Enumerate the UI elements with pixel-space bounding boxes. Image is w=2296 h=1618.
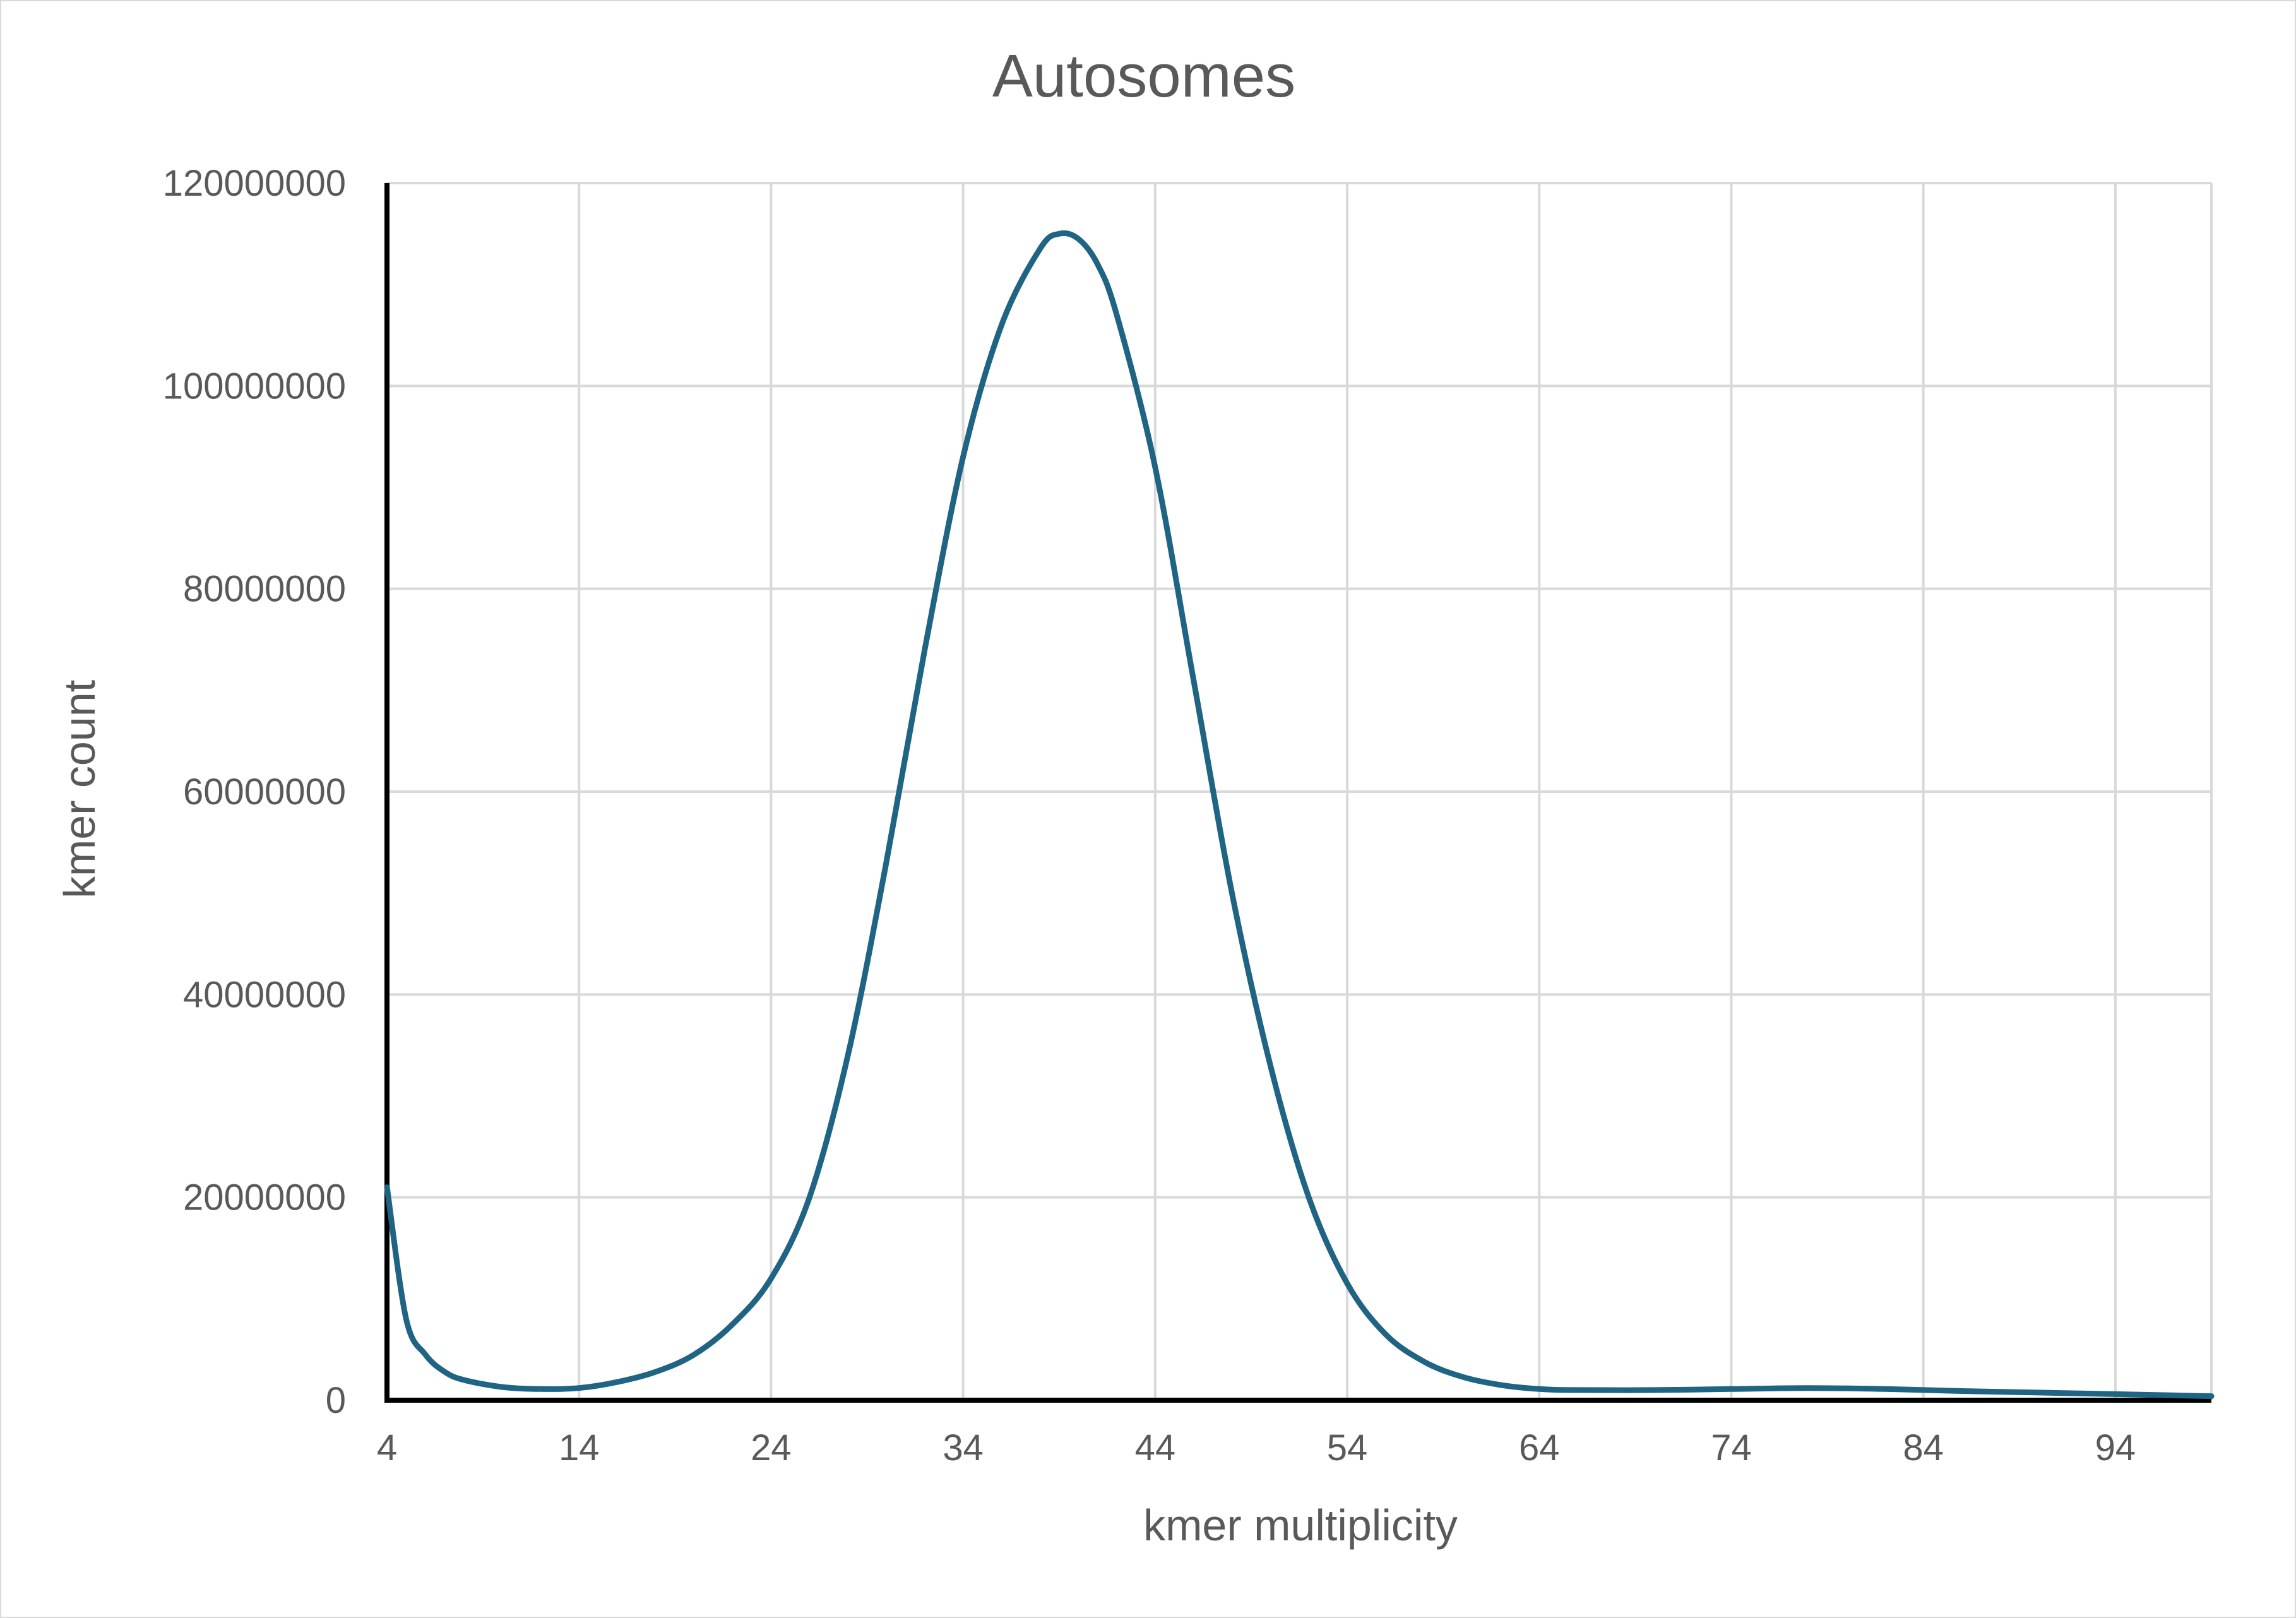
x-tick-label: 14	[559, 1427, 600, 1468]
x-tick-label: 74	[1711, 1427, 1752, 1468]
x-tick-label: 24	[751, 1427, 792, 1468]
gridlines	[387, 182, 2213, 1400]
tick-labels: 0 20000000 40000000 60000000 80000000 1000000…	[163, 163, 2136, 1468]
x-tick-label: 4	[377, 1427, 397, 1468]
y-tick-label: 60000000	[183, 771, 346, 812]
x-tick-label: 54	[1327, 1427, 1368, 1468]
x-tick-label: 64	[1519, 1427, 1560, 1468]
y-tick-label: 120000000	[163, 163, 346, 204]
y-axis-title: kmer count	[55, 680, 104, 898]
x-tick-label: 34	[943, 1427, 984, 1468]
y-tick-label: 20000000	[183, 1177, 346, 1218]
y-tick-label: 40000000	[183, 974, 346, 1015]
y-tick-label: 80000000	[183, 569, 346, 610]
y-tick-label: 100000000	[163, 366, 346, 407]
series-layer	[384, 230, 2215, 1400]
chart-title: Autosomes	[992, 42, 1295, 110]
x-tick-label: 94	[2095, 1427, 2136, 1468]
series-line	[384, 230, 2215, 1400]
x-axis-title: kmer multiplicity	[1143, 1501, 1458, 1550]
x-tick-label: 44	[1135, 1427, 1176, 1468]
x-tick-label: 84	[1903, 1427, 1944, 1468]
y-tick-label: 0	[326, 1380, 346, 1421]
